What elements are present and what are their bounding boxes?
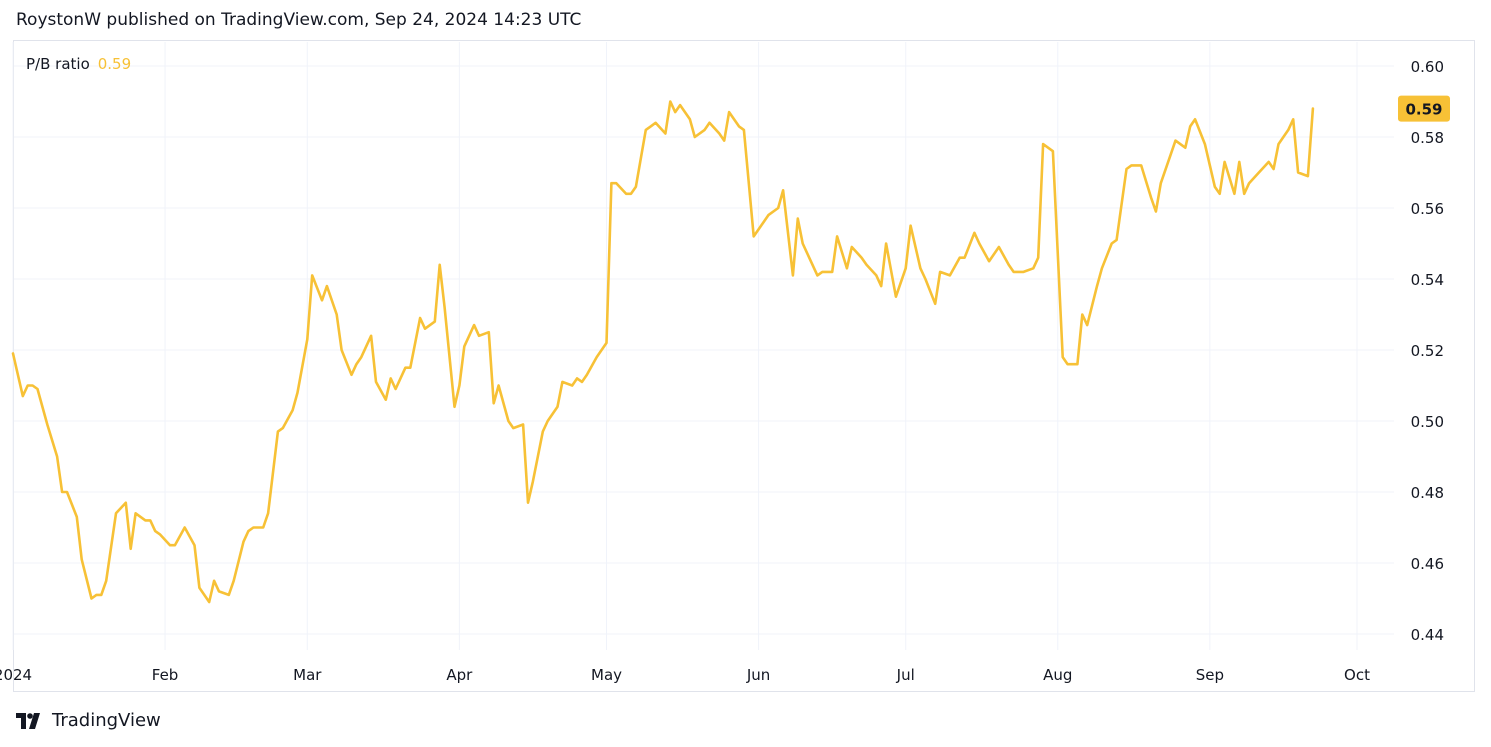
- legend[interactable]: P/B ratio 0.59: [26, 55, 131, 73]
- y-tick-label: 0.50: [1411, 413, 1444, 431]
- x-tick-label: Apr: [446, 666, 473, 684]
- y-tick-label: 0.52: [1411, 342, 1444, 360]
- y-tick-label: 0.54: [1411, 271, 1444, 289]
- last-value-badge-label: 0.59: [1405, 101, 1442, 119]
- x-tick-label: 2024: [0, 666, 32, 684]
- y-axis: 0.60 0.58 0.56 0.54 0.52 0.50 0.48 0.46 0.44: [1411, 58, 1444, 644]
- legend-label: P/B ratio: [26, 55, 90, 73]
- x-tick-label: Jun: [746, 666, 770, 684]
- series-layer: [11, 100, 1315, 604]
- y-tick-label: 0.48: [1411, 484, 1444, 502]
- y-tick-label: 0.56: [1411, 200, 1444, 218]
- x-tick-label: Feb: [152, 666, 179, 684]
- last-value-badge: 0.59: [1398, 95, 1450, 122]
- series-line-pb-ratio: [11, 100, 1315, 604]
- y-tick-label: 0.44: [1411, 626, 1444, 644]
- x-tick-label: Mar: [293, 666, 322, 684]
- legend-value: 0.59: [97, 55, 132, 73]
- x-tick-label: Sep: [1196, 666, 1224, 684]
- x-tick-label: Jul: [896, 666, 915, 684]
- y-tick-label: 0.60: [1411, 58, 1444, 76]
- x-axis: 2024 Feb Mar Apr May Jun Jul Aug Sep Oct: [0, 666, 1370, 684]
- y-tick-label: 0.58: [1411, 129, 1444, 147]
- x-tick-label: Oct: [1344, 666, 1370, 684]
- tradingview-logo-icon: [16, 712, 40, 729]
- footer-brand: TradingView: [52, 710, 161, 731]
- publication-header: RoystonW published on TradingView.com, S…: [16, 10, 582, 30]
- x-tick-label: May: [591, 666, 622, 684]
- grid-lines: [12, 42, 1394, 650]
- tradingview-footer[interactable]: TradingView: [16, 710, 161, 731]
- last-value-badge-bg: [1398, 95, 1450, 122]
- y-tick-label: 0.46: [1411, 555, 1444, 573]
- x-tick-label: Aug: [1043, 666, 1072, 684]
